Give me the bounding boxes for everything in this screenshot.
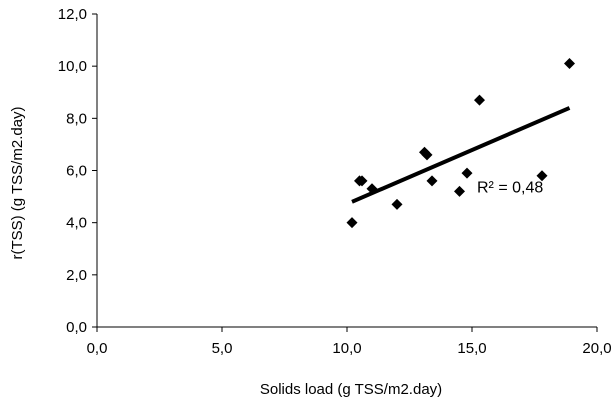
x-axis-label: Solids load (g TSS/m2.day) (260, 381, 442, 398)
data-point (346, 217, 358, 229)
data-point (426, 175, 438, 187)
r-squared-label: R² = 0,48 (477, 180, 543, 197)
x-tick-label: 20,0 (582, 340, 611, 357)
data-point (454, 185, 465, 197)
x-tick-label: 0,0 (87, 340, 108, 357)
data-point (421, 149, 433, 161)
x-axis-ticks: 0,0 5,0 10,0 15,0 20,0 (87, 327, 612, 357)
trendline (351, 106, 571, 204)
y-tick-label: 6,0 (66, 163, 87, 180)
x-tick-label: 15,0 (457, 340, 486, 357)
y-axis-label: r(TSS) (g TSS/m2.day) (9, 106, 26, 259)
data-point (356, 175, 368, 187)
data-point (366, 183, 378, 195)
y-tick-label: 8,0 (66, 110, 87, 127)
y-tick-label: 12,0 (58, 6, 87, 23)
data-points (346, 58, 575, 229)
y-tick-label: 10,0 (58, 58, 87, 75)
data-point (391, 198, 403, 210)
y-axis-ticks: 0,0 2,0 4,0 6,0 8,0 10,0 12,0 (58, 6, 97, 336)
y-tick-label: 4,0 (66, 215, 87, 232)
y-tick-label: 2,0 (66, 267, 87, 284)
x-tick-label: 10,0 (332, 340, 361, 357)
trendline-group (351, 106, 571, 204)
data-point (474, 94, 485, 106)
data-point (536, 170, 548, 182)
data-point (461, 167, 473, 179)
annotations: R² = 0,48 (477, 180, 543, 197)
x-tick-label: 5,0 (212, 340, 233, 357)
y-tick-label: 0,0 (66, 319, 87, 336)
data-point (564, 58, 575, 70)
